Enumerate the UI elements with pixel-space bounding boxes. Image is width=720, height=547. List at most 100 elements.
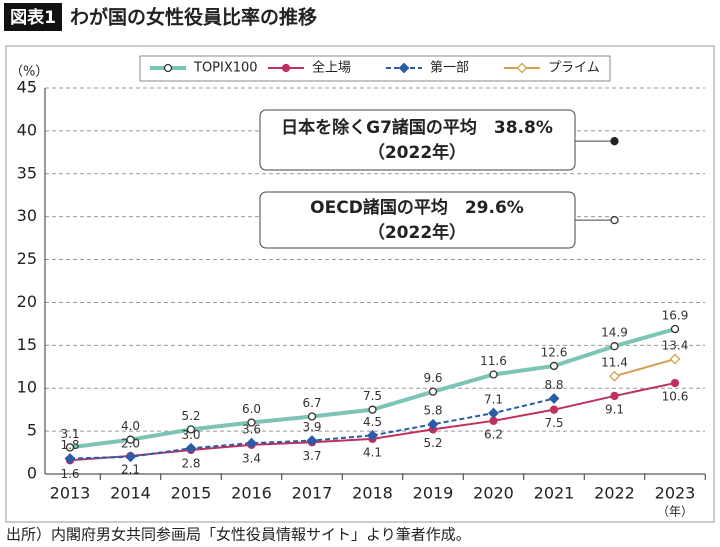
annotation-sub: （2022年） bbox=[368, 142, 466, 163]
legend-label: TOPIX100 bbox=[193, 61, 258, 76]
data-label: 5.2 bbox=[423, 436, 442, 450]
data-label: 4.1 bbox=[363, 445, 382, 459]
x-tick-label: 2018 bbox=[352, 484, 393, 503]
figure-label-box bbox=[4, 3, 62, 31]
data-label: 9.1 bbox=[605, 402, 624, 416]
y-tick-label: 5 bbox=[27, 421, 37, 440]
data-label: 16.9 bbox=[662, 309, 689, 323]
y-tick-label: 30 bbox=[17, 206, 37, 225]
data-point bbox=[670, 324, 680, 334]
data-label: 1.6 bbox=[60, 467, 79, 481]
x-unit: （年） bbox=[657, 505, 693, 519]
data-point bbox=[65, 443, 75, 452]
x-tick-label: 2015 bbox=[171, 484, 212, 503]
data-label: 10.6 bbox=[662, 390, 689, 404]
y-tick-label: 40 bbox=[17, 120, 37, 139]
data-label: 3.1 bbox=[60, 427, 79, 441]
data-point bbox=[670, 378, 680, 388]
legend-marker bbox=[398, 62, 410, 74]
data-label: 11.4 bbox=[601, 356, 628, 370]
data-point bbox=[427, 418, 439, 430]
data-point bbox=[549, 405, 559, 414]
data-label: 3.4 bbox=[242, 451, 261, 465]
chart-title: わが国の女性役員比率の推移 bbox=[70, 6, 317, 29]
x-tick-label: 2020 bbox=[473, 484, 514, 503]
x-tick-label: 2021 bbox=[534, 484, 575, 503]
x-tick-label: 2022 bbox=[594, 484, 635, 503]
data-label: 6.7 bbox=[302, 396, 321, 410]
data-label: 6.2 bbox=[484, 427, 503, 441]
data-point bbox=[669, 353, 681, 365]
data-label: 8.8 bbox=[544, 378, 563, 392]
annotation-sub: （2022年） bbox=[368, 222, 466, 243]
data-label: 6.0 bbox=[242, 402, 261, 416]
y-tick-label: 15 bbox=[17, 335, 37, 354]
data-point bbox=[548, 393, 560, 404]
data-point bbox=[610, 342, 619, 351]
data-label: 12.6 bbox=[541, 345, 568, 359]
legend-marker bbox=[163, 63, 173, 73]
data-point bbox=[306, 435, 318, 446]
data-point bbox=[610, 391, 619, 401]
x-tick-label: 2013 bbox=[50, 484, 91, 503]
legend-marker bbox=[516, 62, 528, 74]
chart-frame bbox=[5, 45, 715, 523]
y-tick-label: 45 bbox=[17, 78, 37, 97]
data-label: 7.5 bbox=[544, 416, 563, 430]
data-label: 11.6 bbox=[480, 354, 507, 368]
data-label: 5.2 bbox=[181, 409, 200, 423]
y-tick-label: 0 bbox=[27, 464, 37, 483]
x-tick-label: 2019 bbox=[413, 484, 454, 503]
data-point bbox=[247, 418, 256, 427]
x-tick-label: 2014 bbox=[110, 484, 151, 503]
annotation-point bbox=[610, 215, 619, 225]
data-label: 13.4 bbox=[662, 339, 689, 353]
data-point bbox=[64, 453, 76, 464]
data-label: 3.0 bbox=[181, 428, 200, 442]
x-tick-label: 2016 bbox=[231, 484, 272, 503]
data-point bbox=[246, 437, 257, 449]
y-tick-label: 10 bbox=[17, 378, 37, 397]
y-tick-label: 20 bbox=[17, 292, 37, 311]
data-point bbox=[125, 451, 136, 463]
data-label: 2.0 bbox=[121, 436, 140, 450]
annotation-point bbox=[610, 137, 619, 146]
data-label: 7.5 bbox=[363, 389, 382, 403]
legend-label: プライム bbox=[548, 61, 600, 76]
data-label: 3.7 bbox=[302, 449, 321, 463]
data-label: 4.0 bbox=[121, 419, 140, 433]
data-point bbox=[489, 370, 498, 379]
data-label: 3.6 bbox=[242, 423, 261, 437]
annotation-box bbox=[259, 109, 576, 171]
data-point bbox=[609, 370, 620, 382]
data-label: 1.8 bbox=[60, 438, 79, 452]
x-tick-label: 2017 bbox=[292, 484, 333, 503]
data-point bbox=[368, 405, 377, 414]
data-point bbox=[307, 412, 317, 421]
data-point bbox=[185, 442, 197, 454]
data-label: 14.9 bbox=[601, 326, 628, 340]
annotation-text: 日本を除くG7諸国の平均 38.8% bbox=[281, 117, 553, 138]
data-label: 4.5 bbox=[363, 415, 382, 429]
x-tick-label: 2023 bbox=[655, 484, 696, 503]
legend-label: 全上場 bbox=[312, 60, 351, 76]
y-unit: （%） bbox=[10, 65, 48, 80]
data-label: 5.8 bbox=[423, 404, 442, 418]
annotation-text: OECD諸国の平均 29.6% bbox=[310, 197, 524, 218]
data-point bbox=[488, 407, 499, 419]
source-note: 出所）内閣府男女共同参画局「女性役員情報サイト」より筆者作成。 bbox=[6, 526, 471, 544]
data-label: 7.1 bbox=[484, 393, 503, 407]
data-point bbox=[186, 425, 196, 434]
data-label: 2.1 bbox=[121, 462, 140, 476]
figure-label: 図表1 bbox=[10, 7, 56, 28]
data-point bbox=[549, 361, 559, 371]
legend-marker bbox=[281, 63, 291, 73]
y-tick-label: 35 bbox=[17, 163, 37, 182]
data-point bbox=[428, 387, 438, 396]
data-point bbox=[126, 435, 135, 444]
data-point bbox=[367, 429, 378, 441]
data-label: 2.8 bbox=[181, 456, 200, 470]
series-line bbox=[614, 358, 676, 378]
